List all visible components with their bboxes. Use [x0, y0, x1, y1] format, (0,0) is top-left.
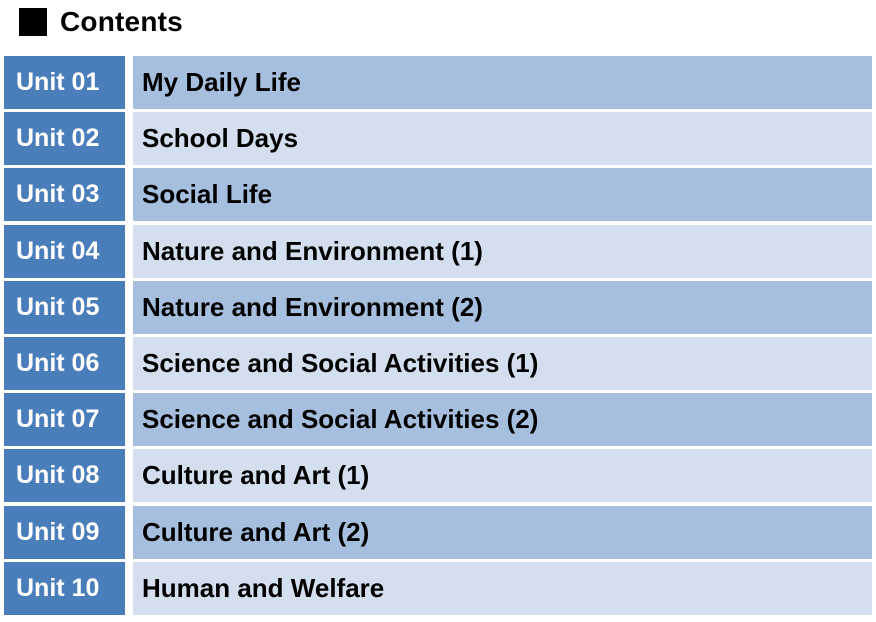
unit-number: Unit 03	[4, 168, 125, 222]
contents-header: Contents	[19, 4, 183, 40]
toc-row[interactable]: Unit 03 Social Life	[4, 168, 872, 222]
unit-number: Unit 06	[4, 336, 125, 390]
toc-row[interactable]: Unit 10 Human and Welfare	[4, 561, 872, 615]
unit-number: Unit 04	[4, 224, 125, 278]
square-bullet-icon	[19, 8, 47, 36]
unit-title: Nature and Environment (1)	[133, 224, 872, 278]
toc-row[interactable]: Unit 02 School Days	[4, 112, 872, 166]
unit-title: Nature and Environment (2)	[133, 280, 872, 334]
unit-number: Unit 10	[4, 561, 125, 615]
toc-row[interactable]: Unit 07 Science and Social Activities (2…	[4, 393, 872, 447]
unit-number: Unit 07	[4, 393, 125, 447]
toc-row[interactable]: Unit 08 Culture and Art (1)	[4, 449, 872, 503]
page-title: Contents	[60, 6, 183, 37]
toc-row[interactable]: Unit 05 Nature and Environment (2)	[4, 280, 872, 334]
unit-number: Unit 09	[4, 505, 125, 559]
table-of-contents: Unit 01 My Daily Life Unit 02 School Day…	[4, 56, 872, 618]
toc-row[interactable]: Unit 01 My Daily Life	[4, 56, 872, 109]
unit-number: Unit 02	[4, 112, 125, 166]
toc-row[interactable]: Unit 06 Science and Social Activities (1…	[4, 336, 872, 390]
unit-title: Science and Social Activities (2)	[133, 393, 872, 447]
unit-number: Unit 08	[4, 449, 125, 503]
unit-number: Unit 05	[4, 280, 125, 334]
unit-title: Science and Social Activities (1)	[133, 336, 872, 390]
toc-row[interactable]: Unit 09 Culture and Art (2)	[4, 505, 872, 559]
unit-title: Social Life	[133, 168, 872, 222]
unit-title: My Daily Life	[133, 56, 872, 109]
unit-number: Unit 01	[4, 56, 125, 109]
toc-row[interactable]: Unit 04 Nature and Environment (1)	[4, 224, 872, 278]
unit-title: Culture and Art (2)	[133, 505, 872, 559]
unit-title: School Days	[133, 112, 872, 166]
unit-title: Human and Welfare	[133, 561, 872, 615]
unit-title: Culture and Art (1)	[133, 449, 872, 503]
